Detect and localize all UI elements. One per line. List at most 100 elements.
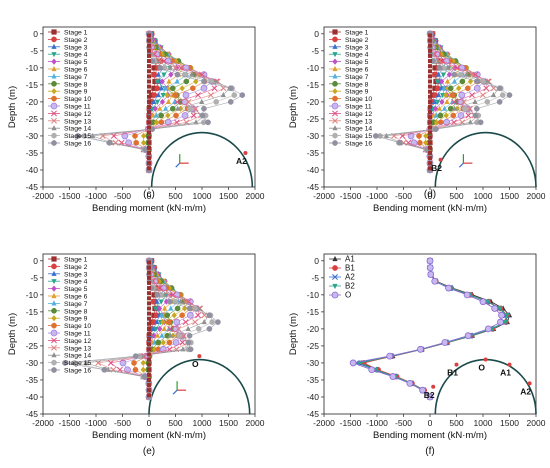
y-tick-label: 0 — [33, 29, 38, 39]
data-point — [484, 99, 491, 105]
data-point — [463, 71, 470, 77]
pile-marker — [147, 291, 151, 296]
legend-marker — [51, 279, 57, 285]
reference-point — [197, 354, 202, 359]
data-point — [444, 78, 451, 84]
data-point — [386, 352, 394, 360]
data-point — [456, 85, 462, 92]
y-tick-label: -15 — [307, 80, 320, 90]
data-point — [183, 78, 190, 85]
data-point — [133, 139, 140, 146]
chart-panel: -2000 -1500 -1000 -500 0 500 1000 1500 2000 0 -5 -1… — [7, 26, 265, 214]
pile-marker — [428, 38, 432, 43]
pile-marker — [147, 145, 151, 150]
data-point — [159, 98, 166, 105]
legend-label: Stage 5 — [64, 286, 88, 293]
pile-marker — [147, 301, 151, 306]
x-tick-label: 500 — [449, 418, 463, 428]
pile-marker — [147, 326, 151, 331]
x-tick-label: -1000 — [85, 418, 107, 428]
data-point — [502, 319, 508, 326]
data-point — [441, 339, 449, 346]
data-point — [451, 64, 458, 71]
legend-label: Stage 13 — [64, 345, 91, 352]
legend-label: Stage 2 — [345, 37, 369, 44]
x-tick-label: 1000 — [474, 418, 493, 428]
data-point — [150, 325, 156, 331]
data-point — [432, 85, 438, 91]
legend-marker — [332, 52, 338, 58]
y-tick-label: -10 — [307, 290, 320, 300]
y-tick-label: -40 — [307, 392, 320, 402]
reference-point — [438, 157, 443, 162]
pile-marker — [428, 99, 432, 104]
legend-label: Stage 5 — [64, 59, 88, 66]
data-point — [215, 319, 221, 325]
reference-point-label: A2 — [520, 386, 531, 396]
data-point — [164, 312, 171, 319]
data-point — [158, 85, 164, 91]
pile-marker — [428, 161, 432, 166]
x-tick-label: -1000 — [366, 418, 388, 428]
legend-label: Stage 9 — [64, 316, 88, 323]
data-point — [471, 71, 477, 78]
data-point — [167, 298, 173, 305]
data-point — [437, 112, 444, 119]
legend-label: Stage 16 — [64, 141, 91, 148]
data-point — [419, 386, 426, 394]
data-point — [460, 98, 467, 105]
data-point — [194, 71, 201, 78]
data-point — [483, 85, 490, 92]
legend-marker — [331, 102, 339, 110]
data-point — [170, 291, 176, 298]
legend-label: Stage 15 — [64, 360, 91, 367]
pile-marker — [147, 64, 151, 69]
y-tick-label: -20 — [26, 97, 39, 107]
data-point — [178, 298, 184, 304]
pile-marker — [147, 140, 151, 145]
data-point — [497, 306, 503, 312]
chart-panel: -2000 -1500 -1000 -500 0 500 1000 1500 2000 0 -5 -1… — [288, 253, 546, 457]
data-point — [152, 105, 158, 112]
y-tick-label: -35 — [307, 375, 320, 385]
data-point — [433, 105, 439, 112]
pile-marker — [147, 156, 151, 161]
y-tick-label: -25 — [26, 114, 39, 124]
legend-marker — [51, 52, 57, 58]
legend-marker — [332, 88, 338, 95]
legend-label: Stage 3 — [64, 271, 88, 278]
legend-marker — [51, 43, 57, 49]
data-point — [153, 285, 160, 291]
pile-marker — [147, 286, 151, 291]
legend-label: Stage 8 — [64, 81, 88, 88]
legend-label: Stage 1 — [345, 30, 369, 37]
data-point — [200, 84, 208, 92]
data-point — [195, 326, 202, 332]
data-point — [199, 71, 206, 78]
legend-label: Stage 14 — [345, 126, 372, 133]
legend-marker — [51, 352, 57, 358]
pile-marker — [428, 53, 432, 58]
data-point — [159, 78, 165, 85]
legend-marker — [332, 110, 338, 117]
legend-marker — [332, 117, 338, 124]
legend-label: Stage 13 — [64, 118, 91, 125]
legend-label: Stage 7 — [64, 301, 88, 308]
x-tick-label: -2000 — [313, 418, 335, 428]
legend-marker — [332, 274, 338, 280]
legend-marker — [51, 80, 57, 87]
reference-point-label: B1 — [447, 368, 458, 378]
pile-marker — [428, 130, 432, 135]
x-tick-label: 500 — [168, 191, 182, 201]
data-point — [211, 85, 218, 92]
data-point — [441, 85, 447, 91]
reference-point-label: O — [478, 363, 485, 373]
data-point — [207, 92, 214, 99]
plot-area — [372, 30, 513, 174]
data-point — [169, 85, 176, 92]
legend-label: Stage 12 — [64, 338, 91, 345]
pile-marker — [428, 69, 432, 74]
pile-marker — [147, 33, 151, 38]
